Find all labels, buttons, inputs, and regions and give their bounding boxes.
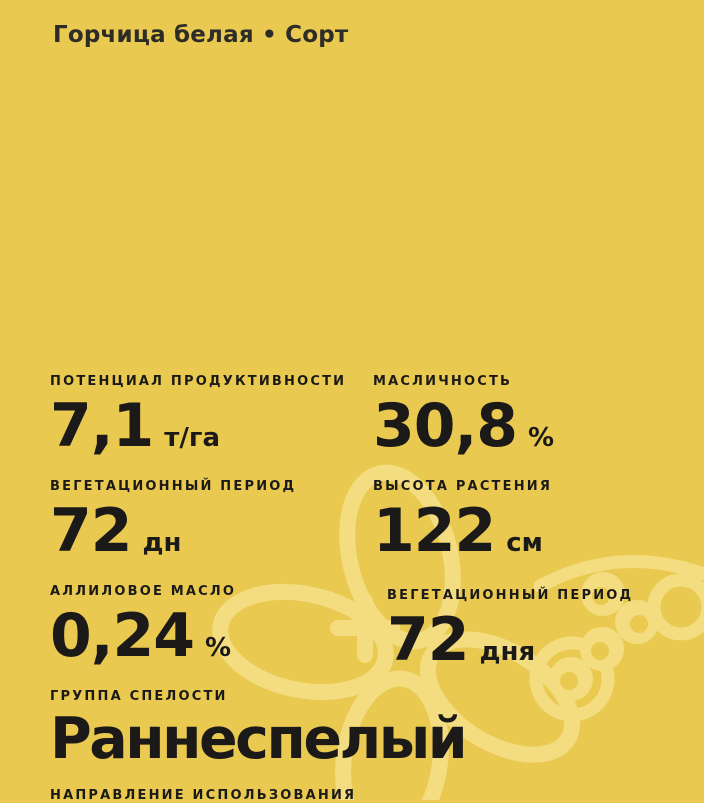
stat-label: МАСЛИЧНОСТЬ [373,374,513,389]
stat-ripeness-group: ГРУППА СПЕЛОСТИ Раннеспелый [50,689,468,772]
stat-allyl-oil: АЛЛИЛОВОЕ МАСЛО 0,24 % [50,584,237,667]
stat-value: Раннеспелый [50,706,468,772]
stat-number: 122 [373,496,496,566]
stat-value: 72 дн [50,501,296,561]
stat-unit: % [205,633,232,663]
stat-label: ГРУППА СПЕЛОСТИ [50,689,228,704]
stat-value: 30,8 % [373,396,554,456]
stat-number: 0,24 [50,601,195,671]
stat-vegetation-period-2: ВЕГЕТАЦИОННЫЙ ПЕРИОД 72 дня [387,588,634,671]
stat-number: 72 [50,496,132,566]
stat-vegetation-period: ВЕГЕТАЦИОННЫЙ ПЕРИОД 72 дн [50,479,297,562]
stat-plant-height: ВЫСОТА РАСТЕНИЯ 122 см [373,479,553,562]
page-title: Горчица белая • Сорт [53,22,349,48]
stat-label: ВЕГЕТАЦИОННЫЙ ПЕРИОД [387,588,634,603]
stat-label: ВЕГЕТАЦИОННЫЙ ПЕРИОД [50,479,297,494]
stat-usage-direction: НАПРАВЛЕНИЕ ИСПОЛЬЗОВАНИЯ [50,789,356,803]
stat-unit: дня [479,637,536,667]
stat-number: 30,8 [373,391,518,461]
stat-unit: см [506,528,543,558]
stat-label: ВЫСОТА РАСТЕНИЯ [373,479,553,494]
stat-unit: дн [142,528,182,558]
stat-label: ПОТЕНЦИАЛ ПРОДУКТИВНОСТИ [50,374,347,389]
stat-oil-content: МАСЛИЧНОСТЬ 30,8 % [373,374,554,457]
stat-number: 72 [387,605,469,675]
stat-number: 7,1 [50,391,154,461]
stat-unit: т/га [164,423,220,453]
stat-number: Раннеспелый [50,706,468,772]
stat-label: АЛЛИЛОВОЕ МАСЛО [50,584,237,599]
stat-value: 72 дня [387,610,633,670]
stat-unit: % [528,423,555,453]
stat-productivity-potential: ПОТЕНЦИАЛ ПРОДУКТИВНОСТИ 7,1 т/га [50,374,347,457]
stat-value: 7,1 т/га [50,396,346,456]
stat-label: НАПРАВЛЕНИЕ ИСПОЛЬЗОВАНИЯ [50,788,357,803]
stat-value: 0,24 % [50,606,236,666]
stat-value: 122 см [373,501,552,561]
